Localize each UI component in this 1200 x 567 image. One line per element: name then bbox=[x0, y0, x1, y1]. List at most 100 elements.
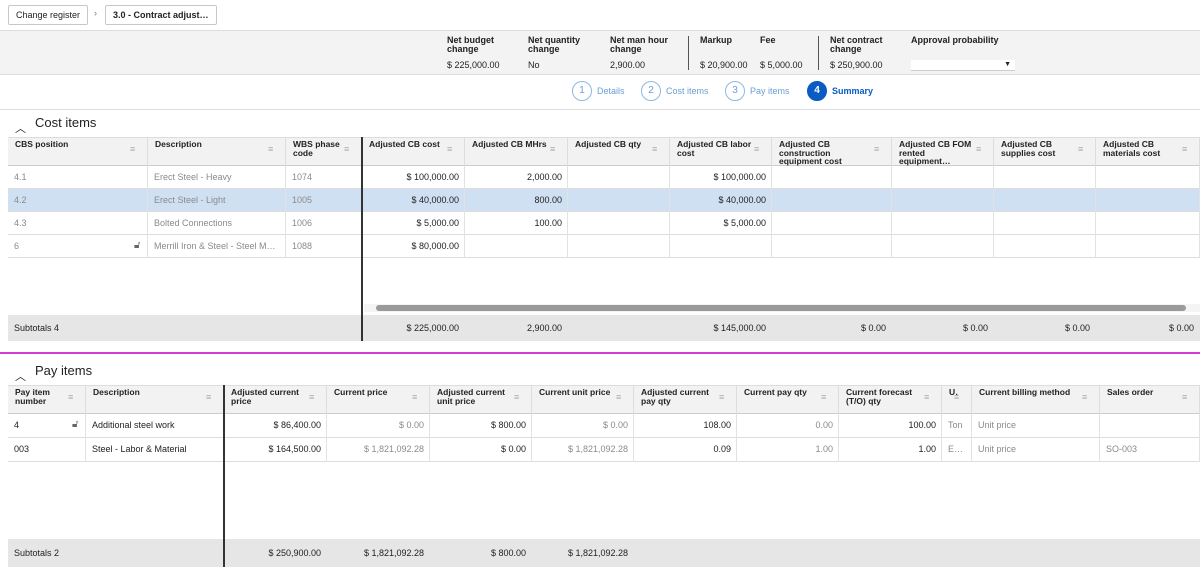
column-header[interactable]: Adjusted current unit price bbox=[437, 387, 506, 406]
step-number[interactable]: 2 bbox=[641, 81, 661, 101]
table-cell: Unit price bbox=[978, 420, 1017, 430]
cell-border bbox=[941, 414, 942, 438]
table-row[interactable] bbox=[8, 189, 1200, 212]
section-title: Pay items bbox=[35, 363, 93, 378]
table-cell: 4.3 bbox=[14, 218, 27, 228]
table-cell: Steel - Labor & Material bbox=[92, 444, 187, 454]
column-header[interactable]: Adjusted current pay qty bbox=[641, 387, 710, 406]
column-header[interactable]: Adjusted CB supplies cost bbox=[1001, 139, 1056, 158]
cell-border bbox=[285, 189, 286, 212]
table-cell: $ 5,000.00 bbox=[723, 218, 766, 228]
breadcrumb-button[interactable]: 3.0 - Contract adjust… bbox=[105, 5, 217, 25]
subtotal-value: $ 145,000.00 bbox=[713, 323, 766, 333]
column-border bbox=[429, 385, 430, 414]
table-row[interactable] bbox=[8, 414, 1200, 438]
lock-icon: 🔓︎ bbox=[72, 419, 79, 430]
approval-dropdown[interactable]: ▼ bbox=[911, 60, 1015, 71]
column-border bbox=[85, 385, 86, 414]
cell-border bbox=[669, 235, 670, 258]
step-number[interactable]: 4 bbox=[807, 81, 827, 101]
step-number[interactable]: 1 bbox=[572, 81, 592, 101]
cell-border bbox=[993, 212, 994, 235]
breadcrumb-button[interactable]: Change register bbox=[8, 5, 89, 25]
cell-border bbox=[1099, 414, 1100, 438]
column-header[interactable]: CBS position bbox=[15, 139, 69, 149]
column-header[interactable]: WBS phase code bbox=[293, 139, 340, 158]
filter-icon: ≡ bbox=[550, 144, 556, 154]
summary-band bbox=[0, 30, 1200, 75]
column-border bbox=[633, 385, 634, 414]
table-row[interactable] bbox=[8, 235, 1200, 258]
column-header[interactable]: Adjusted CB MHrs bbox=[472, 139, 547, 149]
step-label[interactable]: Pay items bbox=[750, 86, 790, 96]
filter-icon: ≡ bbox=[344, 144, 350, 154]
table-cell: Unit price bbox=[978, 444, 1017, 454]
column-border bbox=[531, 385, 532, 414]
table-cell: $ 1,821,092.28 bbox=[363, 444, 424, 454]
column-header[interactable]: Sales order bbox=[1107, 387, 1154, 397]
subtotal-value: $ 250,900.00 bbox=[268, 548, 321, 558]
column-header[interactable]: Description bbox=[155, 139, 202, 149]
cell-border bbox=[531, 414, 532, 438]
section-chevron[interactable]: ︿ bbox=[15, 371, 26, 383]
column-header[interactable]: Pay item number bbox=[15, 387, 50, 406]
header-row bbox=[8, 137, 1200, 166]
table-row[interactable] bbox=[8, 166, 1200, 189]
column-header[interactable]: Adjusted CB labor cost bbox=[677, 139, 752, 158]
cell-border bbox=[567, 166, 568, 189]
column-header[interactable]: Adjusted CB construction equipment cost bbox=[779, 139, 842, 166]
filter-icon: ≡ bbox=[652, 144, 658, 154]
cell-border bbox=[736, 414, 737, 438]
column-border bbox=[1095, 137, 1096, 166]
step-label[interactable]: Cost items bbox=[666, 86, 709, 96]
cell-border bbox=[838, 438, 839, 462]
header-value: $ 5,000.00 bbox=[760, 60, 803, 70]
step-label[interactable]: Details bbox=[597, 86, 625, 96]
section-divider bbox=[0, 352, 1200, 354]
filter-icon: ≡ bbox=[954, 392, 960, 402]
column-header[interactable]: Adjusted CB cost bbox=[369, 139, 440, 149]
table-row[interactable] bbox=[8, 212, 1200, 235]
column-header[interactable]: Adjusted CB materials cost bbox=[1103, 139, 1161, 158]
subtotal-value: $ 1,821,092.28 bbox=[567, 548, 628, 558]
scrollbar-thumb[interactable] bbox=[376, 305, 1186, 311]
column-header[interactable]: Current price bbox=[334, 387, 388, 397]
column-header[interactable]: Adjusted CB FOM rented equipment… bbox=[899, 139, 972, 166]
cell-border bbox=[85, 438, 86, 462]
cell-border bbox=[1095, 235, 1096, 258]
column-header[interactable]: Description bbox=[93, 387, 140, 397]
column-header[interactable]: Adjusted CB qty bbox=[575, 139, 642, 149]
cell-border bbox=[464, 189, 465, 212]
table-cell: 100.00 bbox=[908, 420, 936, 430]
column-header[interactable]: Current unit price bbox=[539, 387, 611, 397]
column-header[interactable]: U… bbox=[949, 387, 958, 397]
column-header[interactable]: Adjusted current price bbox=[231, 387, 300, 406]
table-cell: Additional steel work bbox=[92, 420, 175, 430]
breadcrumb-separator: › bbox=[94, 8, 97, 18]
filter-icon: ≡ bbox=[754, 144, 760, 154]
cell-border bbox=[838, 414, 839, 438]
table-cell: Merrill Iron & Steel - Steel M… bbox=[154, 241, 276, 251]
table-row[interactable] bbox=[8, 438, 1200, 462]
table-cell: 800.00 bbox=[534, 195, 562, 205]
cell-border bbox=[891, 235, 892, 258]
column-header[interactable]: Current forecast (T/O) qty bbox=[846, 387, 913, 406]
cell-border bbox=[771, 235, 772, 258]
table-cell: $ 40,000.00 bbox=[718, 195, 766, 205]
column-header[interactable]: Current billing method bbox=[979, 387, 1071, 397]
cell-border bbox=[326, 438, 327, 462]
column-border bbox=[669, 137, 670, 166]
cell-border bbox=[993, 189, 994, 212]
column-header[interactable]: Current pay qty bbox=[744, 387, 807, 397]
separator bbox=[0, 109, 1200, 110]
step-label[interactable]: Summary bbox=[832, 86, 874, 96]
step-number[interactable]: 3 bbox=[725, 81, 745, 101]
column-border bbox=[285, 137, 286, 166]
table-cell: 6 bbox=[14, 241, 20, 251]
section-chevron[interactable]: ︿ bbox=[15, 123, 26, 135]
filter-icon: ≡ bbox=[719, 392, 725, 402]
header-label: Net budget change bbox=[447, 35, 494, 54]
table-cell: 1088 bbox=[292, 241, 313, 251]
cell-border bbox=[464, 235, 465, 258]
table-cell: Ton bbox=[948, 420, 963, 430]
